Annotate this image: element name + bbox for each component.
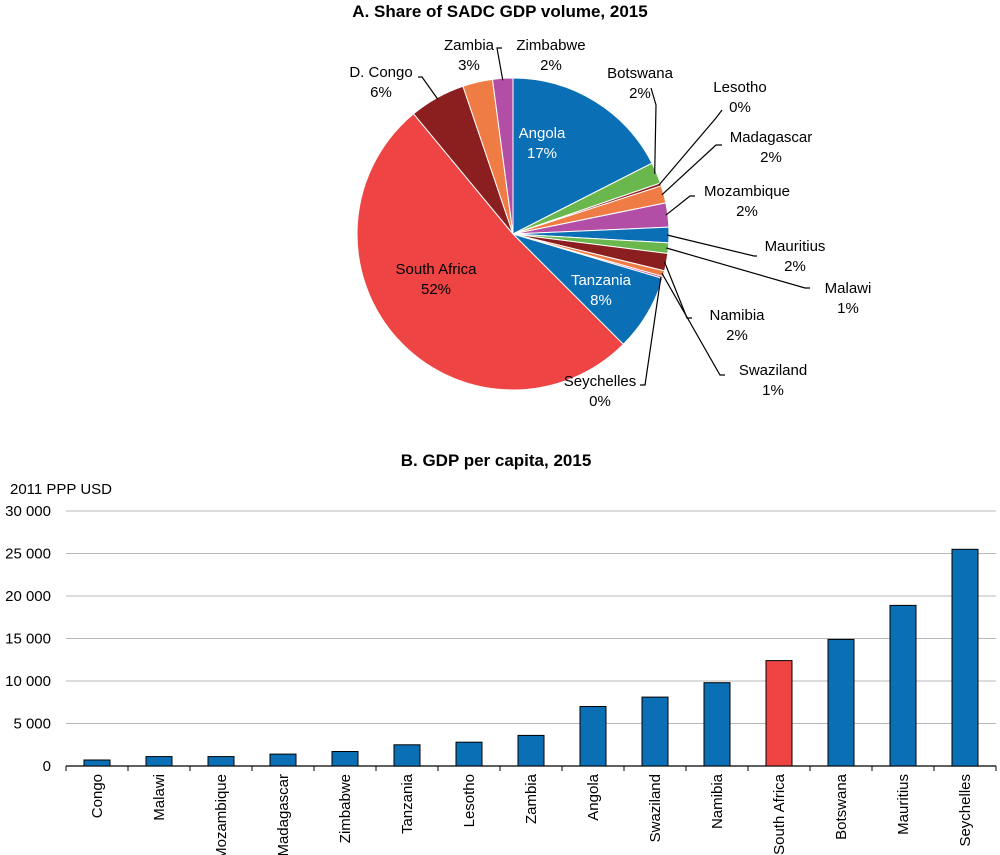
pie-label-namibia: Namibia <box>709 307 765 324</box>
pie-chart-panel: A. Share of SADC GDP volume, 2015 Angola… <box>349 2 871 410</box>
bar-chart-panel: B. GDP per capita, 2015 2011 PPP USD 0 5 … <box>5 451 997 855</box>
bar-chart-y-ticks: 0 5 000 10 000 15 000 20 000 25 000 30 000 <box>5 503 51 775</box>
pie-label-malawi: Malawi <box>825 280 872 297</box>
bar-chart-y-tick-label: 20 000 <box>5 588 51 605</box>
pie-percent-label-seychelles: 0% <box>589 393 611 410</box>
pie-percent-label-lesotho: 0% <box>729 99 751 116</box>
pie-label-tanzania: Tanzania <box>571 272 632 289</box>
bar-swaziland <box>641 696 669 767</box>
bar-chart-x-tick-label-seychelles: Seychelles <box>957 774 974 847</box>
bar-namibia <box>703 682 731 767</box>
bar-madagascar <box>269 753 297 767</box>
bar-chart-x-tick-label-angola: Angola <box>585 773 602 820</box>
pie-percent-label-tanzania: 8% <box>590 292 612 309</box>
pie-label-botswana: Botswana <box>607 65 674 82</box>
pie-label-zimbabwe: Zimbabwe <box>516 37 585 54</box>
pie-label-lesotho: Lesotho <box>713 79 766 96</box>
bar-chart-y-tick-label: 30 000 <box>5 503 51 520</box>
bar-zimbabwe <box>331 751 359 767</box>
bar-mozambique <box>207 756 235 767</box>
pie-leader-line-malawi <box>666 247 810 289</box>
bar-chart-y-tick-label: 0 <box>43 758 51 775</box>
bar-chart-x-ticks: Congo Malawi Mozambique Madagascar Zimbabwe T… <box>65 766 997 855</box>
bar-chart-x-tick-label-tanzania: Tanzania <box>399 773 416 834</box>
bar-chart-x-tick-label-lesotho: Lesotho <box>461 774 478 827</box>
pie-slices <box>356 77 670 391</box>
pie-percent-label-swaziland: 1% <box>762 382 784 399</box>
pie-percent-label-d-congo: 6% <box>370 84 392 101</box>
pie-leader-line-mozambique <box>665 195 695 216</box>
pie-leader-lines <box>418 47 810 386</box>
pie-percent-label-angola: 17% <box>527 145 557 162</box>
bar-seychelles <box>951 548 979 767</box>
bar-chart-x-tick-label-congo: Congo <box>89 774 106 818</box>
pie-label-angola: Angola <box>519 125 566 142</box>
pie-label-d-congo: D. Congo <box>349 64 412 81</box>
bar-chart-x-tick-label-malawi: Malawi <box>151 774 168 821</box>
bar-chart-y-tick-label: 15 000 <box>5 631 51 648</box>
pie-percent-label-mozambique: 2% <box>736 203 758 220</box>
pie-chart-title: A. Share of SADC GDP volume, 2015 <box>352 2 647 21</box>
bar-chart-y-tick-label: 5 000 <box>13 716 51 733</box>
pie-label-zambia: Zambia <box>444 37 495 54</box>
pie-percent-label-namibia: 2% <box>726 327 748 344</box>
bar-chart-x-tick-label-swaziland: Swaziland <box>647 774 664 842</box>
bar-lesotho <box>455 741 483 767</box>
pie-label-seychelles: Seychelles <box>564 373 637 390</box>
bar-chart-x-tick-label-madagascar: Madagascar <box>275 774 292 855</box>
pie-label-south-africa: South Africa <box>396 261 478 278</box>
pie-slice-south-africa <box>356 113 625 391</box>
bar-chart-x-tick-label-mozambique: Mozambique <box>213 774 230 855</box>
bar-tanzania <box>393 744 421 767</box>
bar-chart-x-tick-label-zambia: Zambia <box>523 773 540 824</box>
bar-chart-x-tick-label-south-africa: South Africa <box>771 773 788 855</box>
pie-percent-label-madagascar: 2% <box>760 149 782 166</box>
bar-congo <box>83 759 111 767</box>
pie-percent-label-zambia: 3% <box>458 57 480 74</box>
bar-chart-bars <box>83 548 979 767</box>
pie-label-mauritius: Mauritius <box>765 238 826 255</box>
bar-zambia <box>517 734 545 767</box>
pie-percent-label-mauritius: 2% <box>784 258 806 275</box>
bar-chart-x-tick-label-zimbabwe: Zimbabwe <box>337 774 354 843</box>
pie-leader-line-namibia <box>663 261 692 319</box>
pie-leader-line-zimbabwe <box>496 47 504 81</box>
pie-leader-line-swaziland <box>661 272 725 376</box>
pie-percent-label-malawi: 1% <box>837 300 859 317</box>
pie-label-mozambique: Mozambique <box>704 183 790 200</box>
pie-leader-line-madagascar <box>661 144 722 196</box>
pie-percent-label-botswana: 2% <box>629 85 651 102</box>
pie-percent-label-zimbabwe: 2% <box>540 57 562 74</box>
pie-leader-line-botswana <box>650 87 657 174</box>
bar-chart-x-tick-label-botswana: Botswana <box>833 773 850 840</box>
pie-labels: Angola 17% Botswana 2% Lesotho 0% Madagascar 2%… <box>349 37 871 410</box>
bar-chart-x-tick-label-mauritius: Mauritius <box>895 774 912 835</box>
pie-leader-line-lesotho <box>658 109 723 186</box>
bar-malawi <box>145 756 173 767</box>
bar-chart-x-tick-label-namibia: Namibia <box>709 773 726 829</box>
bar-south-africa <box>765 660 793 767</box>
bar-chart-gridlines <box>66 510 996 767</box>
pie-leader-line-seychelles <box>640 276 662 386</box>
pie-percent-label-south-africa: 52% <box>421 281 451 298</box>
bar-mauritius <box>889 604 917 767</box>
bar-chart-title: B. GDP per capita, 2015 <box>401 451 592 470</box>
bar-botswana <box>827 638 855 767</box>
bar-chart-y-tick-label: 10 000 <box>5 673 51 690</box>
pie-leader-line-d-congo <box>418 76 439 100</box>
pie-leader-line-mauritius <box>666 234 757 257</box>
pie-slice-angola <box>512 77 653 235</box>
bar-chart-y-tick-label: 25 000 <box>5 546 51 563</box>
pie-label-madagascar: Madagascar <box>730 129 813 146</box>
pie-label-swaziland: Swaziland <box>739 362 807 379</box>
bar-angola <box>579 706 607 767</box>
bar-chart-y-axis-label: 2011 PPP USD <box>10 481 112 498</box>
